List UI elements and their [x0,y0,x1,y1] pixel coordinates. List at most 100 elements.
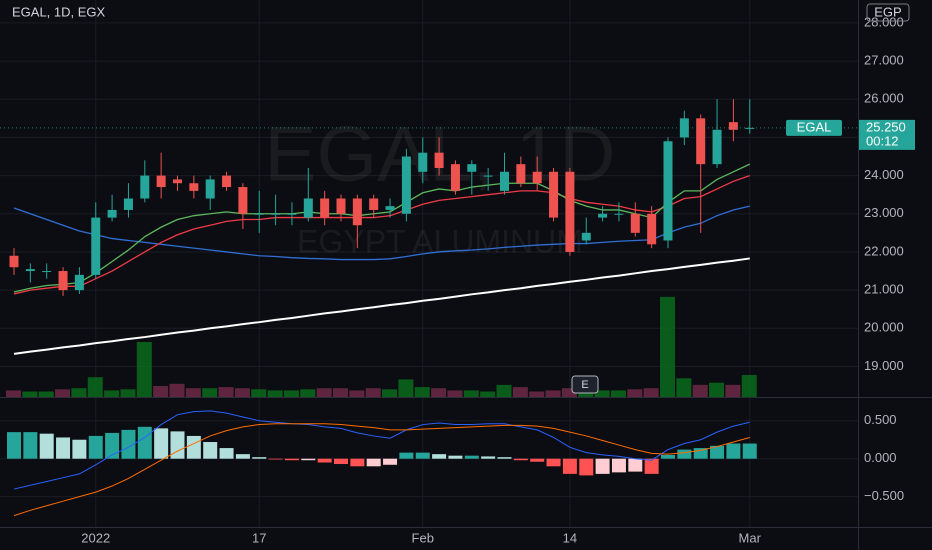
volume-bar [545,390,561,397]
event-badge [571,375,599,394]
x-tick-label: Mar [739,530,762,545]
indicator-line [13,410,750,490]
macd-histogram-bar [7,432,21,459]
macd-histogram-bar [644,458,659,474]
macd-histogram-bar [186,435,201,459]
macd-histogram-bar [399,452,414,459]
candle-body [630,213,640,233]
currency[interactable]: EGP [874,4,901,19]
macd-histogram-bar [677,449,692,459]
y-tick-label: 0.000 [864,450,897,465]
candle-body [58,271,68,291]
candle-body [271,213,281,215]
candle-body [222,175,232,188]
currency-box[interactable] [866,3,910,22]
price-tag-label: 25.250 [866,119,906,134]
macd-histogram-bar [366,458,381,467]
candle-body [74,274,84,291]
macd-histogram-bar [497,457,512,459]
candle-body [434,152,444,168]
candle-body [336,198,346,214]
y-tick-label: 23.000 [864,205,904,220]
candle-body [140,175,150,199]
volume-bar [414,387,430,397]
macd-histogram-bar [203,442,218,459]
x-tick-label: 2022 [81,530,110,545]
volume-bar [382,389,398,397]
volume-bar [594,390,610,397]
candle-body [712,129,722,165]
y-tick-label: 21.000 [864,282,904,297]
volume-bar [136,342,152,397]
volume-bar [561,388,577,397]
macd-histogram-bar [661,454,675,459]
volume-bar [463,390,479,397]
volume-bar [480,391,496,397]
volume-bar [71,388,87,397]
candle-body [238,187,248,214]
candle-body [500,171,509,191]
macd-histogram-bar [628,458,643,472]
marks [6,99,757,517]
volume-bar [87,377,103,397]
volume-bar [22,391,38,397]
candle-body [728,122,738,130]
macd-histogram-bar [219,448,234,459]
macd-histogram-bar [334,458,348,465]
macd-histogram-bar [170,431,185,459]
candle-body [173,179,182,184]
volume-bar [251,389,267,397]
candle-body [483,175,493,177]
macd-histogram-bar [301,458,316,461]
volume-bar [169,383,185,397]
indicator-line [13,423,750,517]
y-tick-label: 24.000 [864,167,904,182]
indicator-line [13,205,750,261]
candle-body [254,213,264,215]
macd-histogram-bar [611,458,626,473]
volume-bar [349,390,365,397]
macd-histogram-bar [88,435,103,459]
macd-histogram-bar [579,458,594,476]
volume-bar [55,389,71,397]
volume-bar [676,378,692,397]
volume-bar [267,390,283,397]
y-tick-label: 20.000 [864,320,904,335]
volume-bar [333,388,348,397]
candle-body [91,217,101,275]
macd-histogram-bar [415,452,430,459]
candle-body [25,269,35,272]
macd-histogram-bar [546,458,561,467]
y-tick-label: −0.500 [864,488,904,503]
macd-histogram-bar [105,432,120,459]
x-tick-label: Feb [412,530,434,545]
indicator-line [13,163,751,293]
symbol-tag-label: EGAL [797,119,832,134]
price-tag [859,119,915,150]
volume-bar [741,375,757,397]
macd-histogram-bar [562,458,577,474]
macd-histogram-bar [513,458,528,461]
y-tick-label: 28.000 [864,14,904,29]
candle-body [598,213,608,218]
volume-bar [185,388,201,397]
volume-bar [643,388,659,397]
volume-bar [365,388,381,397]
volume-bar [234,388,250,397]
macd-histogram-bar [252,457,267,459]
macd-histogram-bar [154,428,169,459]
macd-histogram-bar [693,448,708,459]
candle-body [123,198,133,210]
volume-bar [692,384,708,397]
indicator-line [13,174,750,295]
candle-body [614,213,624,215]
volume-bar [627,389,643,397]
candle-body [369,198,379,210]
macd-histogram-bar [39,433,54,459]
macd-histogram-bar [137,426,152,459]
volume-bar [431,388,447,397]
indicator-line [13,257,750,355]
candle-body [745,127,755,129]
y-tick-label: 22.000 [864,243,904,258]
y-tick-label: 0.500 [864,412,897,427]
